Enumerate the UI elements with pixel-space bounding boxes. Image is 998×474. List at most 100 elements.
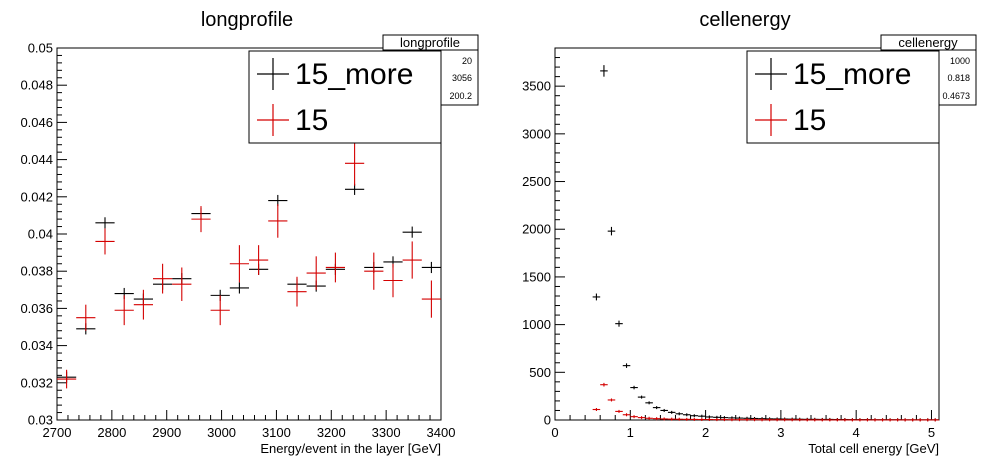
y-tick-label: 2500 [522,174,551,189]
y-tick-label: 0.038 [20,264,53,279]
data-point [743,418,751,422]
data-point [856,418,864,422]
x-tick-label: 4 [853,425,860,440]
data-point [683,417,691,421]
data-point [191,206,211,233]
data-point [364,252,384,290]
data-point [630,385,638,390]
data-point [645,416,653,420]
data-point [249,245,269,275]
cellenergy-panel: cellenergy 0 1 2 3 4 5 0 500 1000 1500 2000 2500 300… [522,9,977,456]
data-point [383,263,403,298]
data-point [795,418,804,422]
x-axis-label: Total cell energy [GeV] [808,441,939,456]
data-point [765,418,774,422]
data-point [667,410,676,414]
legend-label: 15_more [295,58,413,91]
data-point [153,263,173,294]
x-tick-label: 3200 [317,425,346,440]
data-point [287,276,307,307]
x-tick-label: 3000 [207,425,236,440]
stats-value: 3056 [452,73,472,83]
data-point [690,414,699,418]
data-point [652,406,661,410]
data-point [811,418,819,422]
data-point [229,282,249,294]
data-point [172,267,192,301]
data-marks [592,65,939,422]
data-point [637,395,646,399]
x-tick-label: 3 [777,425,784,440]
data-point [622,413,631,417]
data-point [57,369,77,389]
data-point [683,413,691,417]
data-point [690,417,699,421]
legend-marker-black [257,58,289,90]
y-tick-label: 0.034 [20,338,53,353]
data-point [705,418,714,422]
y-tick-label: 0.03 [28,413,53,428]
data-point [607,398,616,402]
data-point [901,418,909,422]
data-point [698,418,706,422]
legend-marker-red [755,104,787,136]
legend-label: 15_more [793,58,911,91]
stats-box-title: cellenergy [898,35,958,50]
data-point [780,418,789,422]
data-point [728,418,736,422]
y-tick-label: 0.046 [20,115,53,130]
data-point [803,418,811,422]
y-tick-label: 1500 [522,269,551,284]
chart-title: longprofile [201,9,293,31]
y-tick-label: 0.044 [20,152,53,167]
data-point [421,261,441,274]
data-point [720,418,729,422]
data-point [306,256,326,290]
data-point [95,217,115,229]
data-point [615,320,623,327]
data-point [818,418,827,422]
data-point [893,418,902,422]
data-point [76,304,96,331]
data-point [705,415,714,419]
data-point [667,417,676,421]
data-point [773,418,781,422]
data-point [758,418,766,422]
y-tick-label: 500 [529,365,551,380]
legend-marker-red [257,104,289,136]
data-point [848,418,857,422]
data-point [345,141,365,186]
data-point [652,417,661,421]
y-tick-label: 0.048 [20,78,53,93]
x-axis-label: Energy/event in the layer [GeV] [260,441,441,456]
data-point [713,418,721,422]
legend-label: 15 [295,104,328,137]
x-tick-label: 2800 [97,425,126,440]
legend: 15_more 15 [746,50,940,144]
x-tick-label: 2 [702,425,709,440]
data-point [863,418,872,422]
stats-value: 0.818 [947,73,970,83]
x-tick-label: 3400 [427,425,456,440]
data-point [826,418,834,422]
stats-value: 0.4673 [942,91,970,101]
data-point [698,414,706,418]
data-point [600,382,608,387]
data-point [268,204,288,238]
x-tick-label: 2700 [43,425,72,440]
data-point [622,363,631,368]
x-tick-label: 2900 [152,425,181,440]
data-point [325,252,345,283]
data-point [841,418,849,422]
x-tick-label: 3100 [262,425,291,440]
stats-value: 1000 [950,56,970,66]
data-point [916,418,924,422]
data-point [607,226,616,236]
data-point [592,408,601,412]
data-point [600,65,608,77]
x-tick-label: 0 [551,425,558,440]
stats-value: 200.2 [449,91,472,101]
data-point [210,295,230,326]
data-point [95,228,115,255]
